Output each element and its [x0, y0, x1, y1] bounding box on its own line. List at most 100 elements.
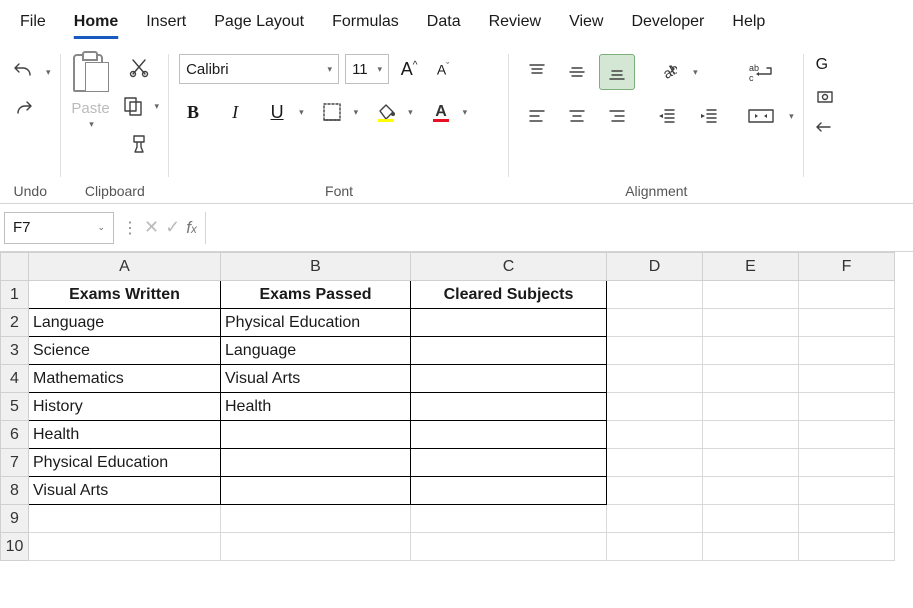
align-middle-button[interactable] [559, 54, 595, 90]
row-header-1[interactable]: 1 [1, 281, 29, 309]
row-header-4[interactable]: 4 [1, 365, 29, 393]
cell-E2[interactable] [703, 309, 799, 337]
format-painter-button[interactable] [125, 130, 153, 158]
options-icon[interactable]: ⋮ [122, 218, 138, 238]
align-bottom-button[interactable] [599, 54, 635, 90]
cell-D5[interactable] [607, 393, 703, 421]
cell-A5[interactable]: History [29, 393, 221, 421]
cell-F10[interactable] [799, 533, 895, 561]
cell-C5[interactable] [411, 393, 607, 421]
cell-F4[interactable] [799, 365, 895, 393]
formula-input[interactable] [206, 212, 913, 244]
menu-help[interactable]: Help [718, 5, 779, 39]
chevron-down-icon[interactable]: ⌄ [97, 222, 105, 233]
cell-F2[interactable] [799, 309, 895, 337]
cell-C8[interactable] [411, 477, 607, 505]
cell-A10[interactable] [29, 533, 221, 561]
cell-F1[interactable] [799, 281, 895, 309]
cell-F8[interactable] [799, 477, 895, 505]
cell-A2[interactable]: Language [29, 309, 221, 337]
orientation-button[interactable]: ab [649, 54, 685, 90]
spreadsheet-grid[interactable]: ABCDEF1Exams WrittenExams PassedCleared … [0, 252, 913, 561]
row-header-6[interactable]: 6 [1, 421, 29, 449]
menu-review[interactable]: Review [475, 5, 555, 39]
borders-button[interactable] [318, 98, 346, 126]
cell-D4[interactable] [607, 365, 703, 393]
menu-home[interactable]: Home [60, 5, 132, 39]
cell-E10[interactable] [703, 533, 799, 561]
cell-C6[interactable] [411, 421, 607, 449]
cell-D7[interactable] [607, 449, 703, 477]
cell-A8[interactable]: Visual Arts [29, 477, 221, 505]
name-box[interactable]: F7 ⌄ [4, 212, 114, 244]
cell-B8[interactable] [221, 477, 411, 505]
cell-D9[interactable] [607, 505, 703, 533]
cell-E1[interactable] [703, 281, 799, 309]
fill-color-button[interactable] [372, 98, 400, 126]
redo-button[interactable] [10, 96, 38, 124]
cell-C3[interactable] [411, 337, 607, 365]
enter-icon[interactable]: ✓ [165, 217, 180, 238]
cell-A7[interactable]: Physical Education [29, 449, 221, 477]
undo-button[interactable] [10, 58, 38, 86]
cell-B2[interactable]: Physical Education [221, 309, 411, 337]
italic-button[interactable]: I [221, 98, 249, 126]
align-top-button[interactable] [519, 54, 555, 90]
copy-button[interactable] [119, 92, 147, 120]
decrease-indent-button[interactable] [649, 98, 685, 134]
cell-A3[interactable]: Science [29, 337, 221, 365]
row-header-9[interactable]: 9 [1, 505, 29, 533]
cell-C1[interactable]: Cleared Subjects [411, 281, 607, 309]
menu-view[interactable]: View [555, 5, 617, 39]
cell-E9[interactable] [703, 505, 799, 533]
cell-B1[interactable]: Exams Passed [221, 281, 411, 309]
row-header-10[interactable]: 10 [1, 533, 29, 561]
font-size-combo[interactable]: 11▾ [345, 54, 389, 84]
cell-D6[interactable] [607, 421, 703, 449]
cancel-icon[interactable]: ✕ [144, 217, 159, 238]
cell-C4[interactable] [411, 365, 607, 393]
row-header-8[interactable]: 8 [1, 477, 29, 505]
menu-insert[interactable]: Insert [132, 5, 200, 39]
cell-F6[interactable] [799, 421, 895, 449]
row-header-7[interactable]: 7 [1, 449, 29, 477]
merge-center-button[interactable] [741, 98, 781, 134]
row-header-3[interactable]: 3 [1, 337, 29, 365]
wrap-text-button[interactable]: abc [741, 54, 781, 90]
cell-D1[interactable] [607, 281, 703, 309]
col-header-C[interactable]: C [411, 253, 607, 281]
cell-C10[interactable] [411, 533, 607, 561]
cut-button[interactable] [125, 54, 153, 82]
cell-A6[interactable]: Health [29, 421, 221, 449]
col-header-D[interactable]: D [607, 253, 703, 281]
increase-font-button[interactable]: A^ [395, 55, 423, 83]
col-header-E[interactable]: E [703, 253, 799, 281]
menu-page-layout[interactable]: Page Layout [200, 5, 318, 39]
cell-E5[interactable] [703, 393, 799, 421]
cell-D8[interactable] [607, 477, 703, 505]
cell-B6[interactable] [221, 421, 411, 449]
cell-E7[interactable] [703, 449, 799, 477]
cell-C2[interactable] [411, 309, 607, 337]
cell-A9[interactable] [29, 505, 221, 533]
align-left-button[interactable] [519, 98, 555, 134]
cell-E4[interactable] [703, 365, 799, 393]
cell-F7[interactable] [799, 449, 895, 477]
menu-developer[interactable]: Developer [617, 5, 718, 39]
col-header-B[interactable]: B [221, 253, 411, 281]
cell-D2[interactable] [607, 309, 703, 337]
underline-button[interactable]: U [263, 98, 291, 126]
cell-E6[interactable] [703, 421, 799, 449]
font-color-button[interactable]: A [427, 98, 455, 126]
font-name-combo[interactable]: Calibri▾ [179, 54, 339, 84]
cell-C7[interactable] [411, 449, 607, 477]
menu-formulas[interactable]: Formulas [318, 5, 413, 39]
increase-indent-button[interactable] [691, 98, 727, 134]
cell-F5[interactable] [799, 393, 895, 421]
align-center-button[interactable] [559, 98, 595, 134]
cell-C9[interactable] [411, 505, 607, 533]
cell-F9[interactable] [799, 505, 895, 533]
cell-B3[interactable]: Language [221, 337, 411, 365]
align-right-button[interactable] [599, 98, 635, 134]
cell-D3[interactable] [607, 337, 703, 365]
